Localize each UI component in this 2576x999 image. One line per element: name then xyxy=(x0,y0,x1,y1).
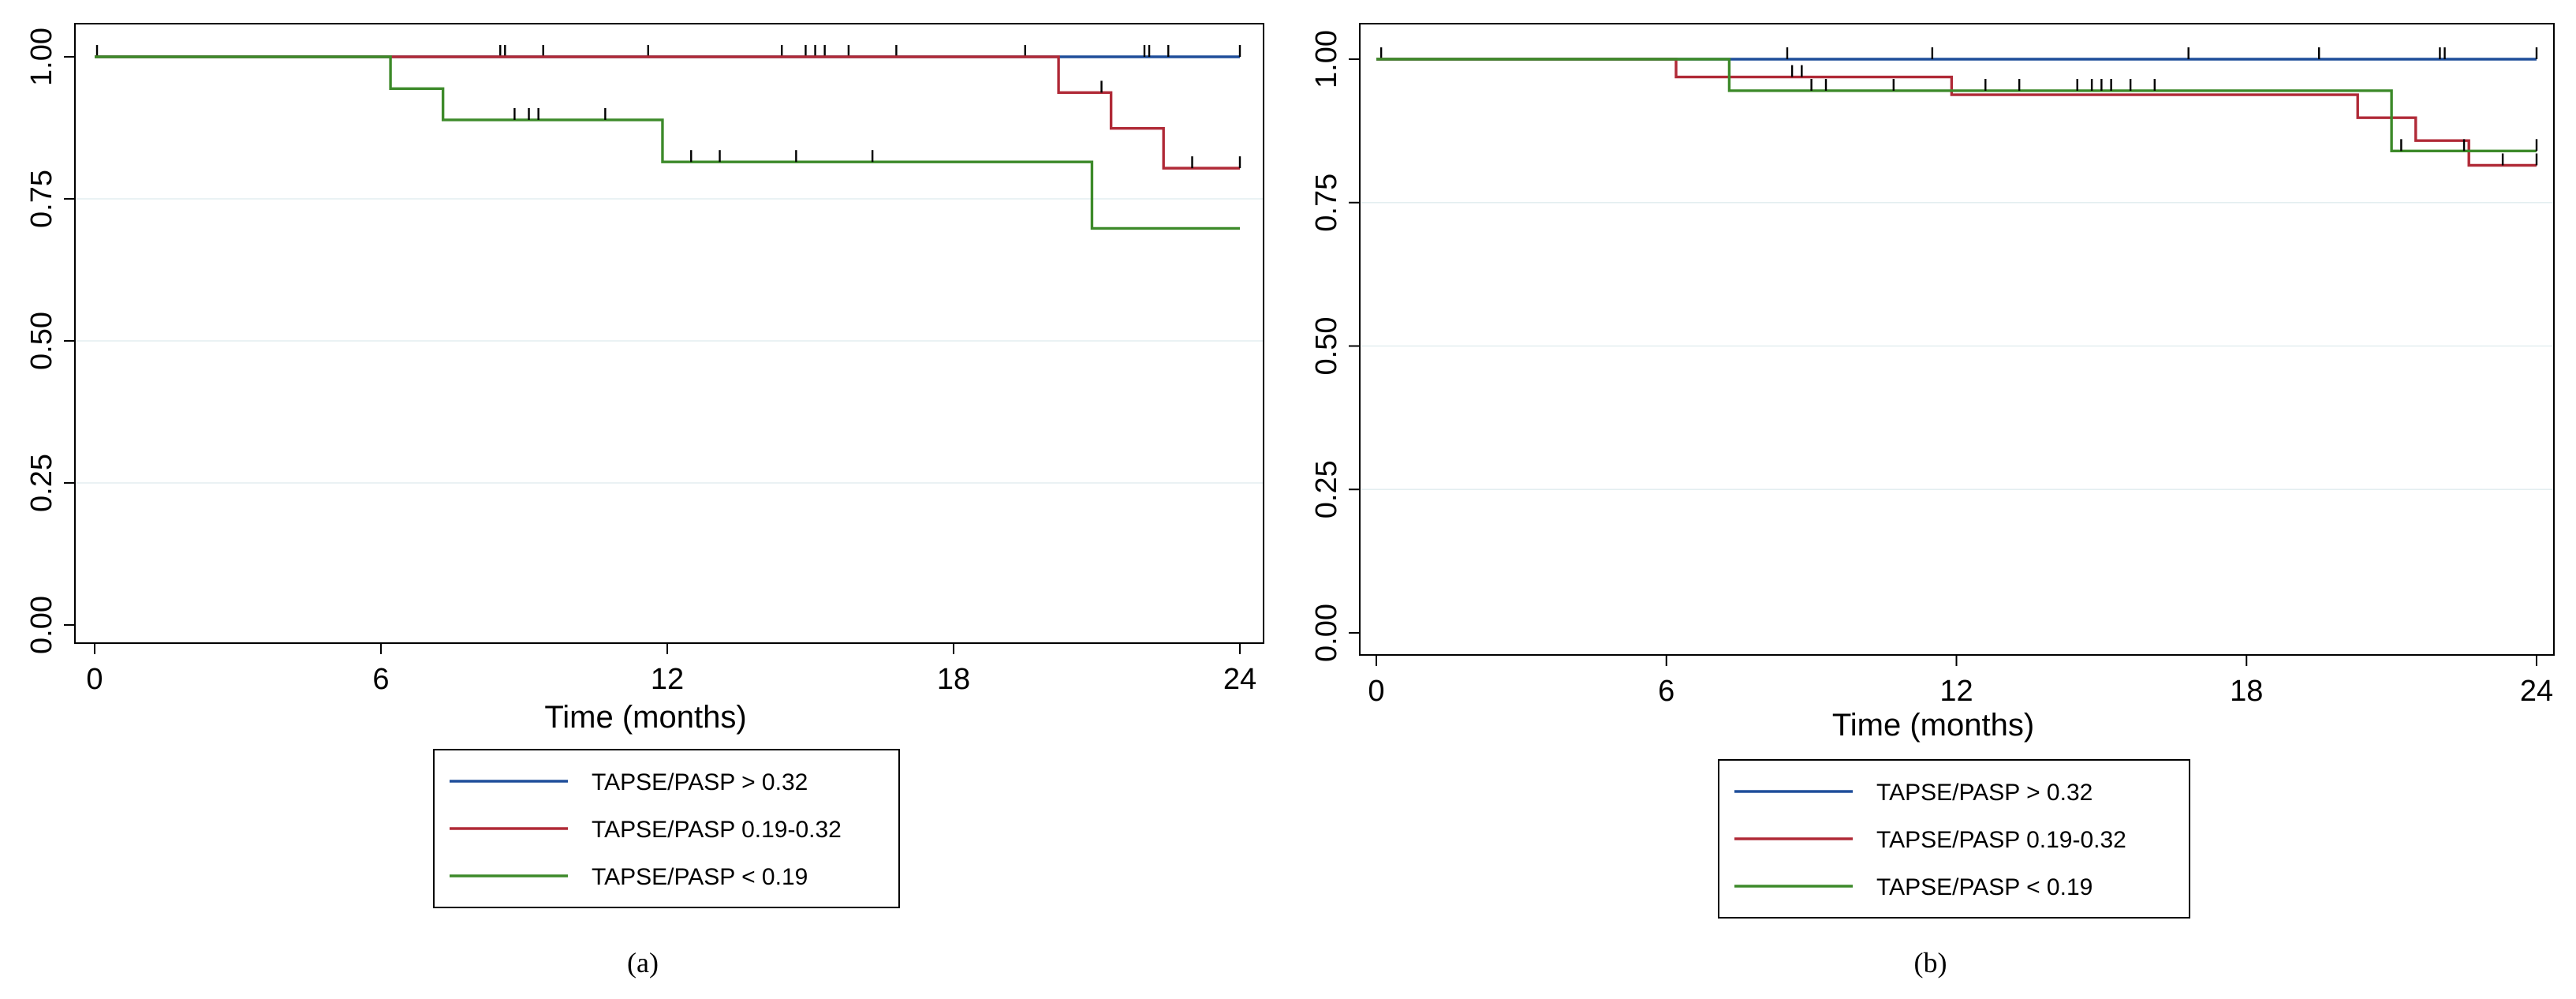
x-tick-label: 6 xyxy=(1658,675,1674,708)
x-tick-label: 6 xyxy=(372,663,389,696)
x-tick-label: 0 xyxy=(86,663,103,696)
legend-label-2: TAPSE/PASP 0.19-0.32 xyxy=(1876,827,2126,853)
y-tick-label: 0.50 xyxy=(25,312,58,370)
plot-frame xyxy=(74,23,1264,644)
chart-a: 0.00 0.25 0.50 0.75 1.00 0 6 12 18 24 Time (months… xyxy=(25,23,1264,978)
y-tick-label: 0.75 xyxy=(1310,174,1343,232)
y-tick-label: 0.50 xyxy=(1310,317,1343,376)
km-curve-3 xyxy=(95,55,1240,230)
legend-label-2: TAPSE/PASP 0.19-0.32 xyxy=(592,817,842,843)
legend-label-3: TAPSE/PASP < 0.19 xyxy=(592,864,808,890)
y-tick-label: 0.00 xyxy=(1310,604,1343,662)
legend-label-3: TAPSE/PASP < 0.19 xyxy=(1876,874,2093,900)
x-tick-label: 24 xyxy=(1223,663,1256,696)
x-tick-label: 0 xyxy=(1368,675,1384,708)
x-tick-label: 12 xyxy=(651,663,684,696)
y-tick-label: 1.00 xyxy=(25,28,58,86)
x-tick-label: 12 xyxy=(1939,675,1973,708)
x-tick-label: 18 xyxy=(937,663,970,696)
legend-label-1: TAPSE/PASP > 0.32 xyxy=(1876,780,2093,806)
y-tick-label: 1.00 xyxy=(1310,30,1343,88)
legend-box xyxy=(433,749,900,908)
km-curve-2 xyxy=(1376,58,2537,167)
x-tick-label: 18 xyxy=(2230,675,2263,708)
km-curve-3 xyxy=(1376,58,2537,153)
y-tick-label: 0.25 xyxy=(25,454,58,512)
legend-label-1: TAPSE/PASP > 0.32 xyxy=(592,769,808,795)
y-tick-label: 0.25 xyxy=(1310,460,1343,518)
figure-caption: (a) xyxy=(627,947,659,978)
x-tick-label: 24 xyxy=(2520,675,2553,708)
x-axis-title: Time (months) xyxy=(1832,708,2034,743)
x-axis-title: Time (months) xyxy=(544,700,746,735)
y-tick-label: 0.75 xyxy=(25,170,58,228)
figure-caption: (b) xyxy=(1914,947,1947,978)
km-curve-2 xyxy=(95,55,1240,170)
chart-b: 0.00 0.25 0.50 0.75 1.00 0 6 12 18 24 Time (months… xyxy=(1310,23,2555,978)
y-tick-label: 0.00 xyxy=(25,596,58,654)
